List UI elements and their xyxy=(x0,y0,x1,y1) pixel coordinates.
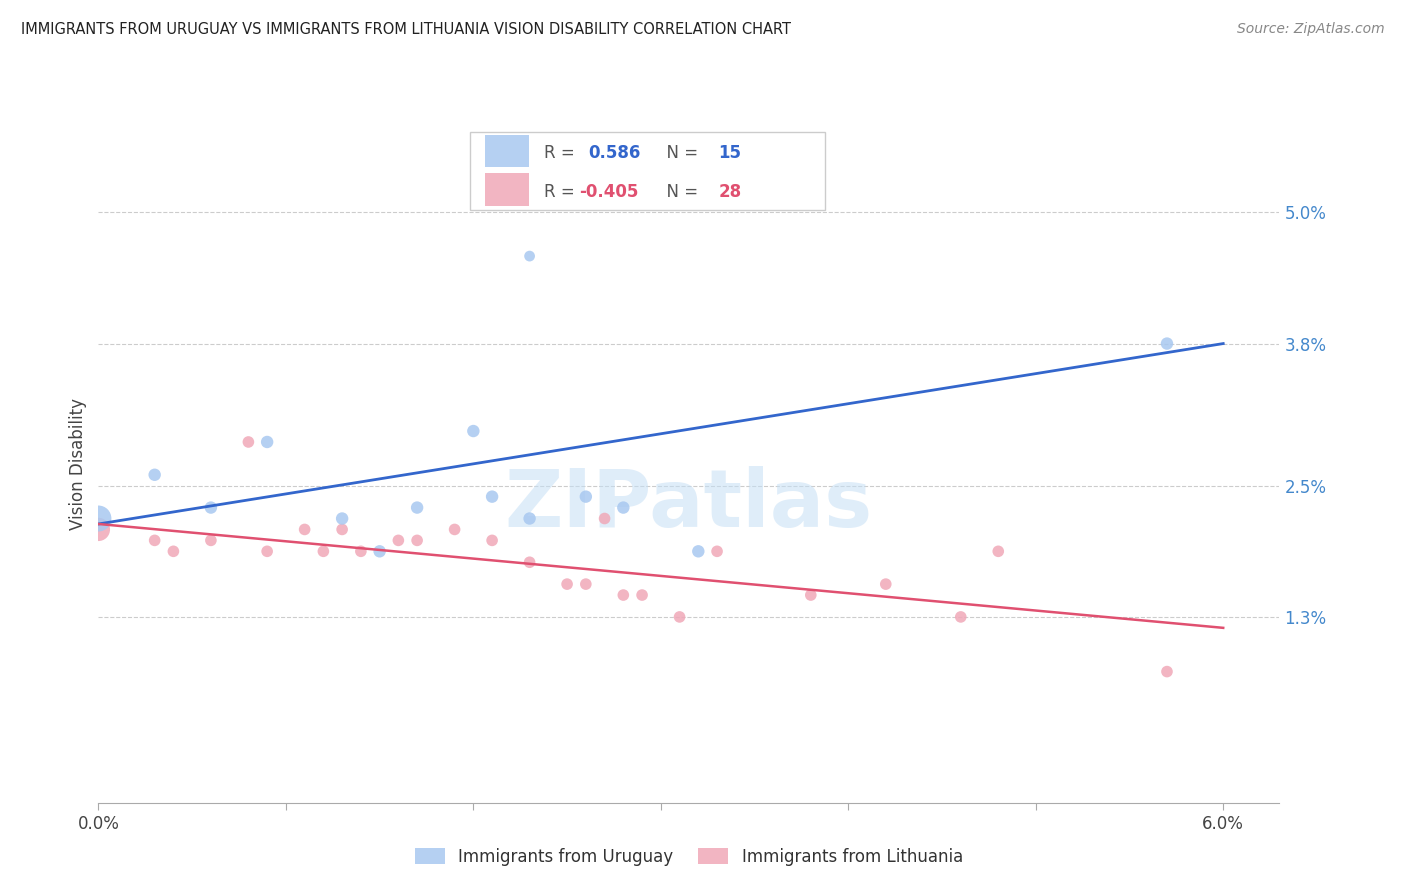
Text: IMMIGRANTS FROM URUGUAY VS IMMIGRANTS FROM LITHUANIA VISION DISABILITY CORRELATI: IMMIGRANTS FROM URUGUAY VS IMMIGRANTS FR… xyxy=(21,22,792,37)
Point xyxy=(143,533,166,548)
Point xyxy=(519,555,541,569)
Point xyxy=(481,533,503,548)
Point xyxy=(612,500,634,515)
Point xyxy=(612,588,634,602)
Point xyxy=(631,588,654,602)
Point xyxy=(949,610,972,624)
Point xyxy=(481,490,503,504)
Point xyxy=(519,511,541,525)
Point xyxy=(350,544,373,558)
Point xyxy=(593,511,616,525)
Point xyxy=(406,500,429,515)
Point xyxy=(87,511,110,525)
Point xyxy=(1156,336,1178,351)
Point xyxy=(256,434,278,449)
Text: 0.586: 0.586 xyxy=(589,145,641,162)
Point xyxy=(443,523,465,537)
Text: ZIPatlas: ZIPatlas xyxy=(505,466,873,543)
Text: 28: 28 xyxy=(718,184,741,202)
Text: R =: R = xyxy=(544,145,579,162)
Point xyxy=(800,588,823,602)
Point xyxy=(706,544,728,558)
Text: N =: N = xyxy=(655,184,703,202)
Point xyxy=(200,500,222,515)
Point xyxy=(519,249,541,263)
Point xyxy=(368,544,391,558)
Point xyxy=(463,424,485,438)
Point xyxy=(1156,665,1178,679)
Bar xyxy=(485,173,530,206)
Text: N =: N = xyxy=(655,145,703,162)
Point xyxy=(312,544,335,558)
Text: R =: R = xyxy=(544,184,579,202)
Point xyxy=(256,544,278,558)
Point xyxy=(238,434,260,449)
Y-axis label: Vision Disability: Vision Disability xyxy=(69,398,87,530)
Point xyxy=(330,523,353,537)
Point xyxy=(143,467,166,482)
Bar xyxy=(485,135,530,167)
Point xyxy=(987,544,1010,558)
Point xyxy=(688,544,710,558)
FancyBboxPatch shape xyxy=(471,132,825,210)
Point xyxy=(200,533,222,548)
Point xyxy=(87,523,110,537)
Point xyxy=(294,523,316,537)
Text: Source: ZipAtlas.com: Source: ZipAtlas.com xyxy=(1237,22,1385,37)
Point xyxy=(387,533,409,548)
Point xyxy=(668,610,690,624)
Text: -0.405: -0.405 xyxy=(579,184,638,202)
Point xyxy=(162,544,184,558)
Point xyxy=(330,511,353,525)
Legend: Immigrants from Uruguay, Immigrants from Lithuania: Immigrants from Uruguay, Immigrants from… xyxy=(408,841,970,872)
Point xyxy=(406,533,429,548)
Point xyxy=(555,577,578,591)
Point xyxy=(575,490,598,504)
Text: 15: 15 xyxy=(718,145,741,162)
Point xyxy=(875,577,897,591)
Point xyxy=(575,577,598,591)
